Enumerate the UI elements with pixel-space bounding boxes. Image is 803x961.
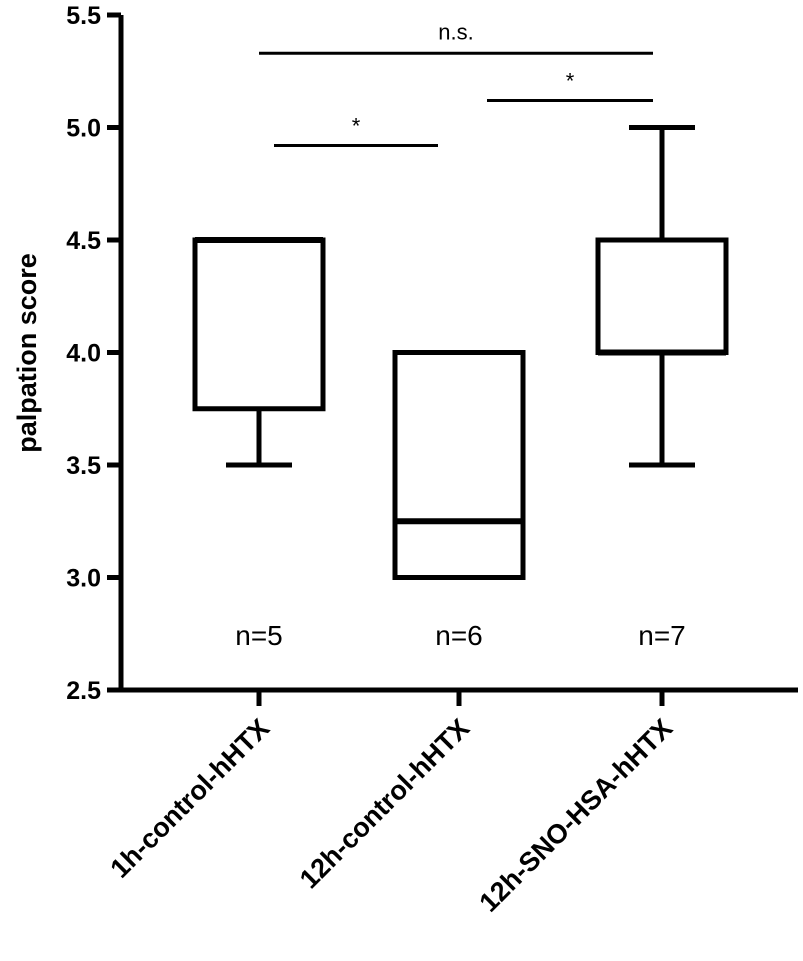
box-rect-1 <box>392 350 526 580</box>
y-tick-label-3: 4.0 <box>66 340 101 368</box>
box-rect-0 <box>192 237 326 412</box>
axes-layer: 2.53.03.54.04.55.05.51h-control-hHTX 12h-… <box>66 2 798 918</box>
n-label-2: n=7 <box>638 620 686 651</box>
significance-label-0: * <box>352 114 361 139</box>
boxes-layer: n=5 n=6 n=7 <box>192 125 729 651</box>
x-category-label-2: 12h-SNO-HSA-hHTX <box>474 713 679 918</box>
y-tick-label-6: 5.5 <box>66 2 101 30</box>
box-rect-2 <box>595 237 729 355</box>
y-tick-label-5: 5.0 <box>66 115 101 143</box>
n-label-0: n=5 <box>235 620 283 651</box>
y-tick-label-4: 4.5 <box>66 227 101 255</box>
annotations-layer: * * n.s. <box>259 19 653 147</box>
y-axis-title: palpation score <box>12 253 42 453</box>
x-category-label-0: 1h-control-hHTX <box>104 713 275 884</box>
box-group-0: n=5 <box>192 237 326 651</box>
significance-label-1: * <box>566 69 575 94</box>
y-tick-label-0: 2.5 <box>66 677 101 705</box>
box-group-1: n=6 <box>392 350 526 651</box>
significance-label-2: n.s. <box>438 19 473 44</box>
n-label-1: n=6 <box>435 620 483 651</box>
x-category-label-1: 12h-control-hHTX <box>294 713 475 894</box>
box-group-2: n=7 <box>595 125 729 651</box>
y-tick-label-2: 3.5 <box>66 452 101 480</box>
y-tick-label-1: 3.0 <box>66 565 101 593</box>
